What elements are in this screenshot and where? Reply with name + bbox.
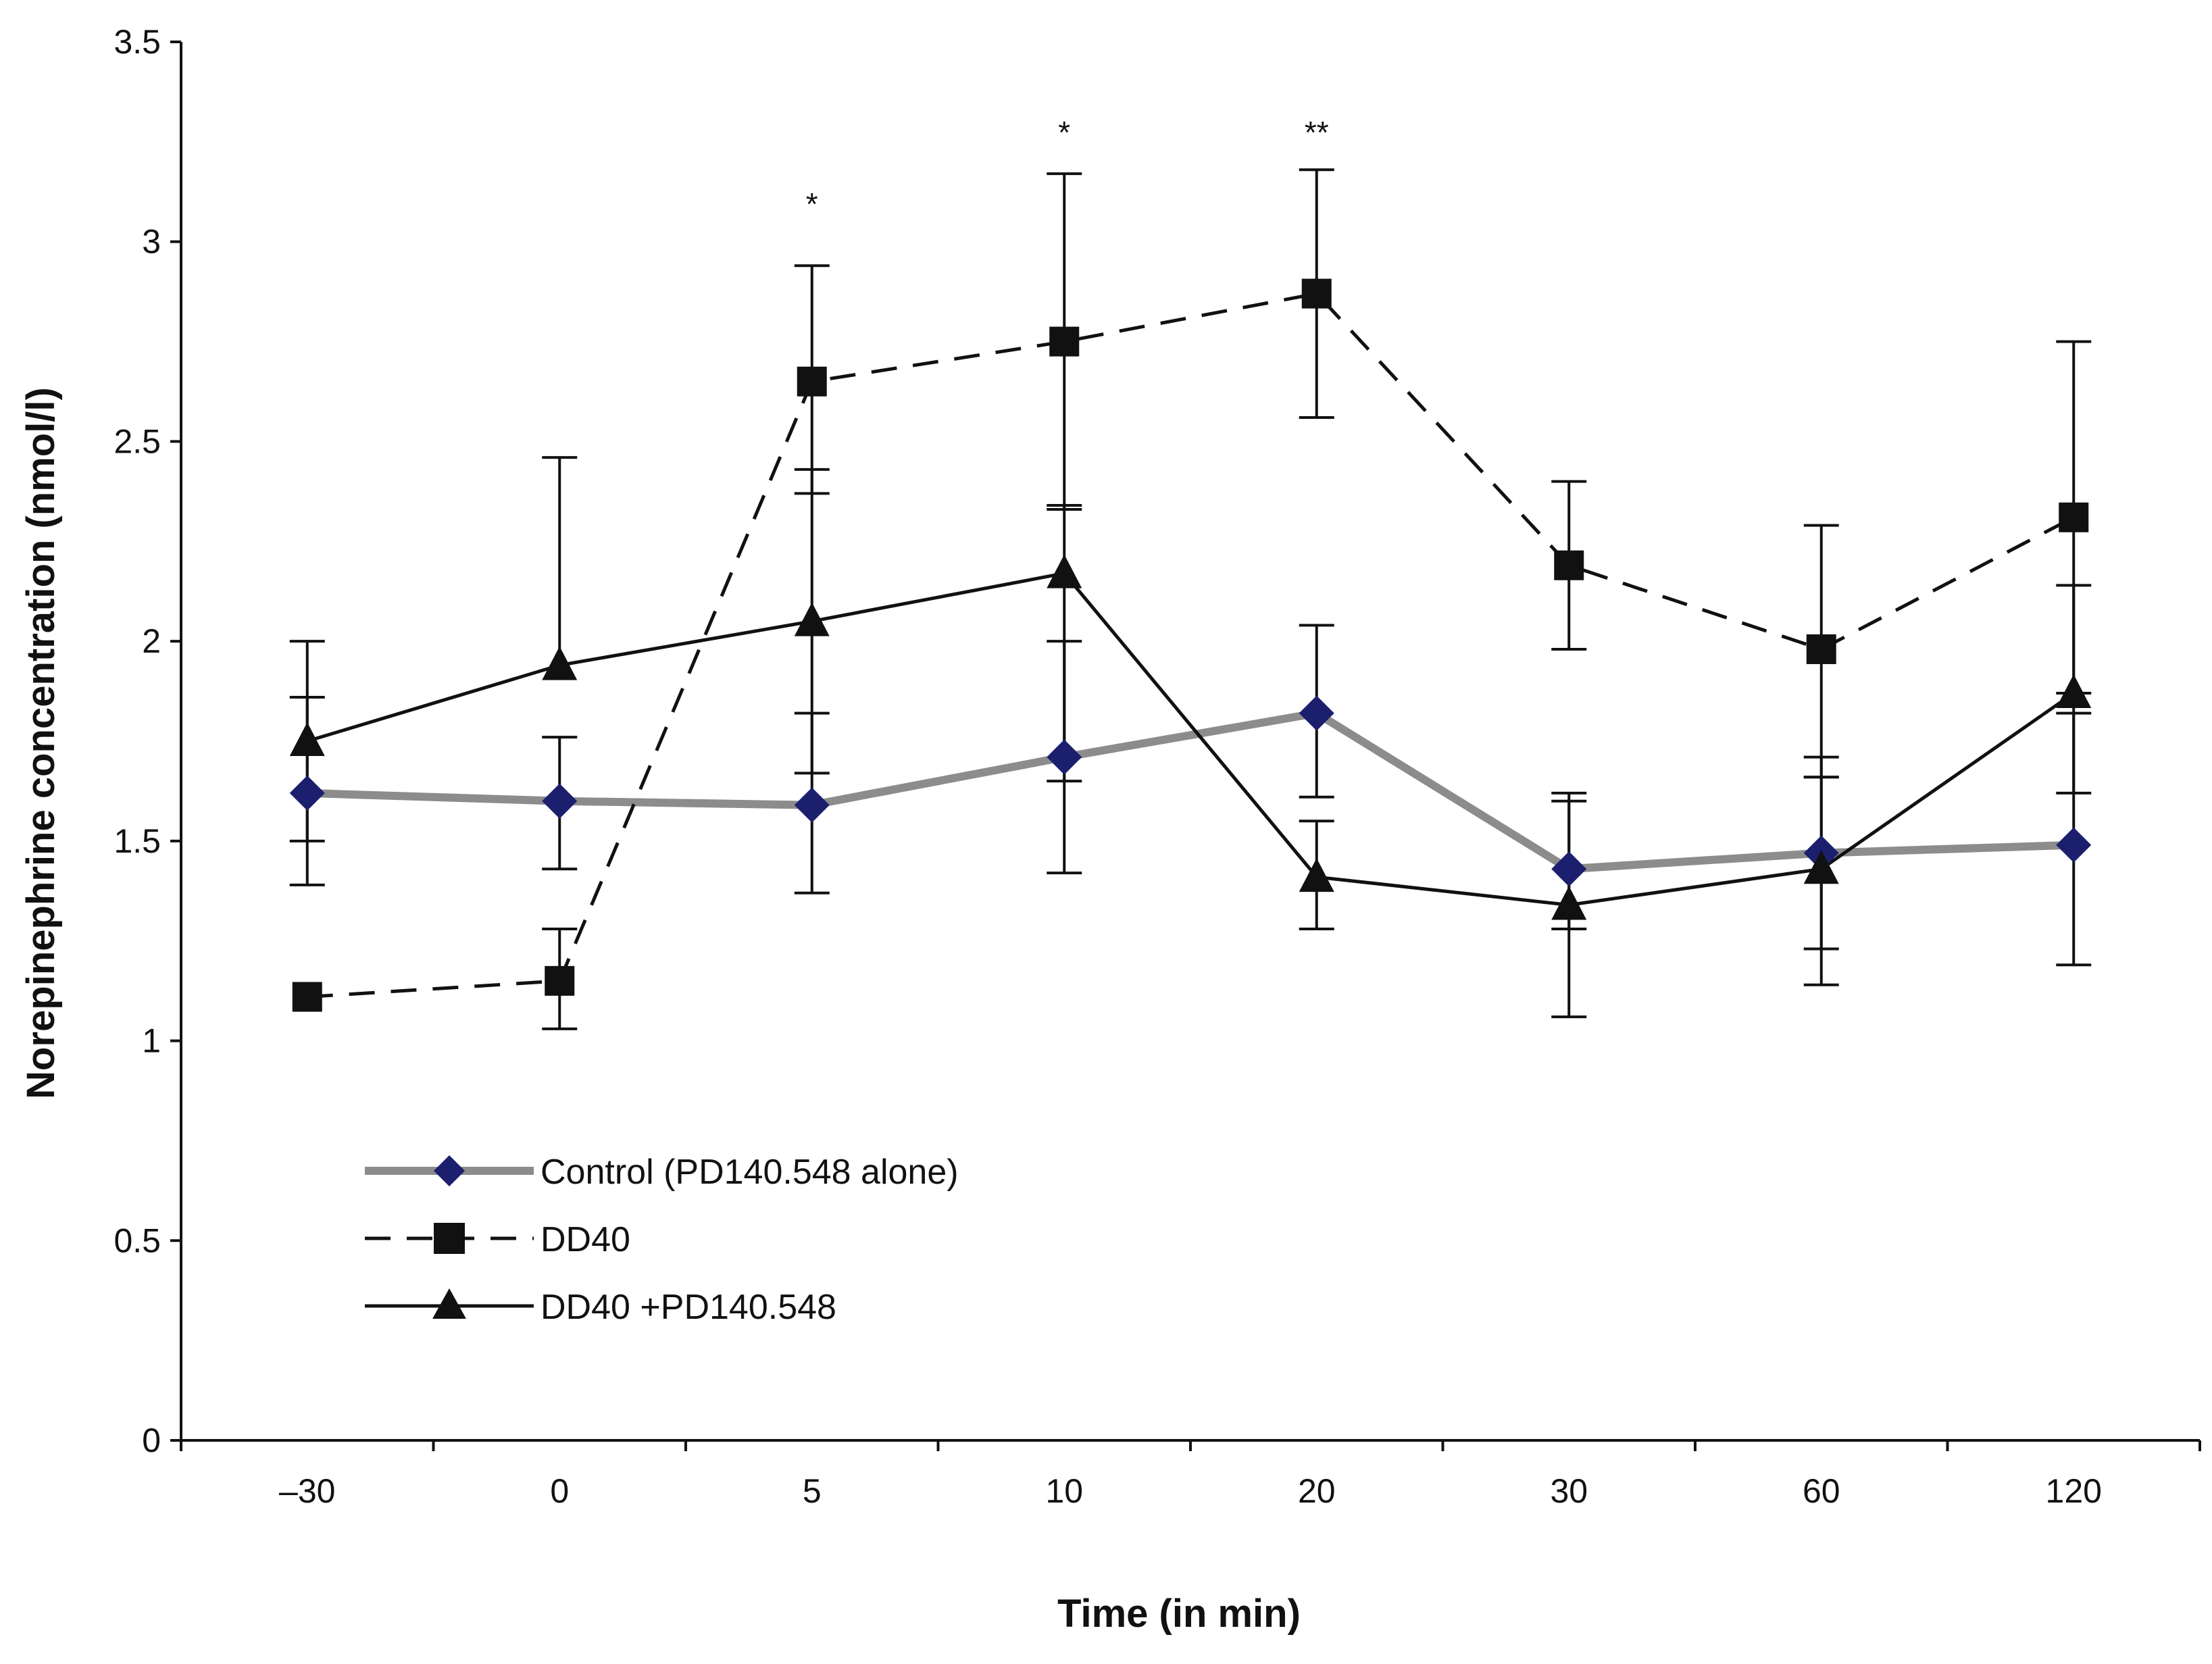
data-point-dd40: [2059, 502, 2089, 532]
legend: Control (PD140.548 alone) DD40 DD40 +PD1…: [365, 1153, 959, 1327]
data-point-control: [289, 775, 325, 811]
data-point-dd40-pd: [1551, 886, 1587, 920]
y-tick-label: 3: [142, 223, 161, 261]
y-axis-title: Norepinephrine concentration (nmol/l): [19, 387, 63, 1099]
series-line-control: [307, 709, 2074, 874]
data-point-dd40-pd: [1047, 554, 1082, 588]
data-point-dd40: [1554, 550, 1584, 580]
legend-item-control: Control (PD140.548 alone): [365, 1153, 959, 1192]
x-tick-label: 20: [1298, 1472, 1336, 1510]
y-tick-label: 2: [142, 622, 161, 660]
x-tick-label: –30: [279, 1472, 335, 1510]
data-point-dd40-pd: [1803, 850, 1839, 884]
data-point-control: [1551, 851, 1587, 887]
y-tick-label: 0: [142, 1421, 161, 1459]
x-ticks: –30 0 5 10 20 30 60 120: [180, 1440, 2201, 1510]
data-point-dd40-pd: [2056, 674, 2092, 709]
x-tick-label: 0: [550, 1472, 569, 1510]
data-point-dd40: [797, 366, 827, 397]
data-point-control: [1047, 739, 1082, 775]
y-tick-label: 2.5: [114, 422, 161, 460]
y-tick-label: 0.5: [114, 1221, 161, 1259]
data-point-control: [794, 787, 830, 823]
significance-label: *: [1058, 115, 1070, 150]
series-line-dd40-pd: [307, 572, 2075, 907]
significance-labels: ** **: [806, 115, 1329, 222]
markers: [289, 278, 2092, 1012]
legend-diamond-icon: [434, 1155, 465, 1186]
data-point-dd40: [1049, 326, 1080, 357]
legend-triangle-icon: [432, 1288, 466, 1319]
data-point-control: [2056, 827, 2092, 863]
data-point-control: [1299, 695, 1334, 731]
significance-label: **: [1305, 115, 1329, 150]
data-point-dd40: [292, 982, 322, 1012]
y-tick-label: 1.5: [114, 822, 161, 860]
legend-item-dd40-pd: DD40 +PD140.548: [365, 1288, 836, 1327]
series-lines: [307, 292, 2075, 999]
x-tick-label: 60: [1803, 1472, 1840, 1510]
data-point-dd40: [1301, 278, 1332, 309]
data-point-control: [542, 783, 578, 819]
x-tick-label: 10: [1045, 1472, 1083, 1510]
data-point-dd40: [1806, 634, 1836, 664]
legend-label-control: Control (PD140.548 alone): [541, 1153, 959, 1192]
legend-square-icon: [434, 1223, 465, 1254]
data-point-dd40: [545, 965, 575, 996]
legend-label-dd40: DD40: [541, 1220, 630, 1259]
x-axis-title: Time (in min): [1057, 1592, 1301, 1636]
legend-label-dd40-pd: DD40 +PD140.548: [541, 1288, 836, 1327]
y-ticks: 0 0.5 1 1.5 2 2.5 3 3.5: [114, 23, 181, 1459]
x-tick-label: 120: [2046, 1472, 2102, 1510]
data-point-dd40-pd: [289, 722, 325, 756]
axes: 0 0.5 1 1.5 2 2.5 3 3.5 –30 0 5 10 20 30 60 120: [114, 23, 2201, 1510]
y-tick-label: 1: [142, 1022, 161, 1060]
x-tick-label: 30: [1550, 1472, 1588, 1510]
significance-label: *: [806, 186, 818, 222]
y-tick-label: 3.5: [114, 23, 161, 61]
data-point-dd40-pd: [542, 646, 578, 680]
data-point-dd40-pd: [794, 602, 830, 636]
data-point-dd40-pd: [1299, 858, 1334, 892]
legend-item-dd40: DD40: [365, 1220, 630, 1259]
x-tick-label: 5: [803, 1472, 822, 1510]
